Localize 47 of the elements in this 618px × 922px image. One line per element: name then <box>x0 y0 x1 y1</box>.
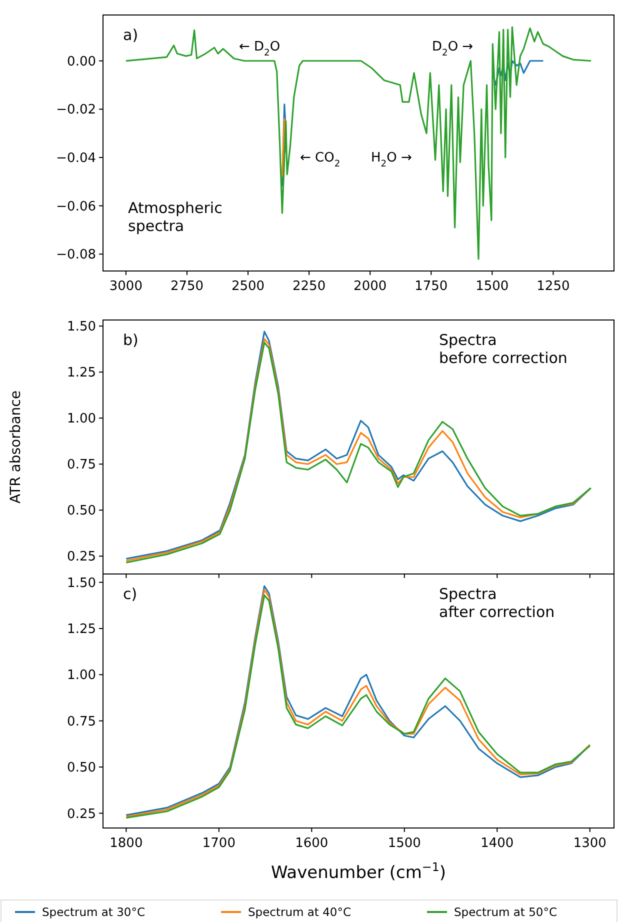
x-tick-label: 1500 <box>476 279 509 294</box>
x-tick-label: 1750 <box>414 279 448 294</box>
y-tick-label: 0.25 <box>67 550 96 565</box>
annotation: ← CO$_{2}$ <box>300 150 340 170</box>
annotation: a) <box>123 26 138 44</box>
x-tick-label: 1300 <box>573 836 606 851</box>
y-tick-label: 0.50 <box>67 504 96 519</box>
annotation: b) <box>123 331 138 349</box>
y-tick-label: 1.00 <box>67 412 96 427</box>
y-tick-label: −0.08 <box>56 248 96 263</box>
y-tick-label: 1.50 <box>67 576 96 591</box>
y-tick-label: −0.06 <box>56 199 96 214</box>
x-tick-label: 1500 <box>388 836 421 851</box>
line-series <box>125 26 592 260</box>
y-tick-label: 0.75 <box>67 714 96 730</box>
x-tick-label: 2750 <box>170 279 204 294</box>
annotation: c) <box>123 585 138 603</box>
x-tick-label: 2000 <box>354 279 387 294</box>
y-tick-label: −0.04 <box>56 151 96 166</box>
x-tick-label: 2250 <box>292 279 326 294</box>
x-tick-label: 1250 <box>536 279 570 294</box>
y-tick-label: 0.00 <box>67 54 96 70</box>
annotation: H$_{2}$O → <box>371 150 412 170</box>
y-tick-label: 1.50 <box>67 320 96 335</box>
y-tick-label: 1.00 <box>67 668 96 684</box>
legend-label: Spectrum at 30°C <box>42 905 146 920</box>
y-tick-label: 1.25 <box>67 366 96 381</box>
annotation: D$_{2}$O → <box>432 40 474 59</box>
legend-label: Spectrum at 40°C <box>248 905 352 920</box>
y-tick-label: 0.75 <box>67 458 96 473</box>
x-tick-label: 1400 <box>480 836 514 851</box>
annotation: Spectra before correction <box>439 331 568 367</box>
x-tick-label: 1700 <box>202 836 236 851</box>
y-axis-title: ATR absorbance <box>8 390 24 504</box>
annotation: Atmospheric spectra <box>128 199 222 235</box>
y-tick-label: 0.25 <box>67 806 96 822</box>
x-axis-title: Wavenumber (cm$^{−1}$) <box>270 860 446 883</box>
y-tick-label: −0.02 <box>56 102 96 118</box>
x-tick-label: 2500 <box>231 279 265 294</box>
x-tick-label: 1800 <box>110 836 143 851</box>
x-tick-label: 3000 <box>109 279 142 294</box>
y-tick-label: 0.50 <box>67 760 96 776</box>
annotation: Spectra after correction <box>439 585 555 621</box>
x-tick-label: 1600 <box>295 836 328 851</box>
legend-label: Spectrum at 50°C <box>454 905 558 920</box>
annotation: ← D$_{2}$O <box>239 40 280 59</box>
y-tick-label: 1.25 <box>67 622 96 638</box>
